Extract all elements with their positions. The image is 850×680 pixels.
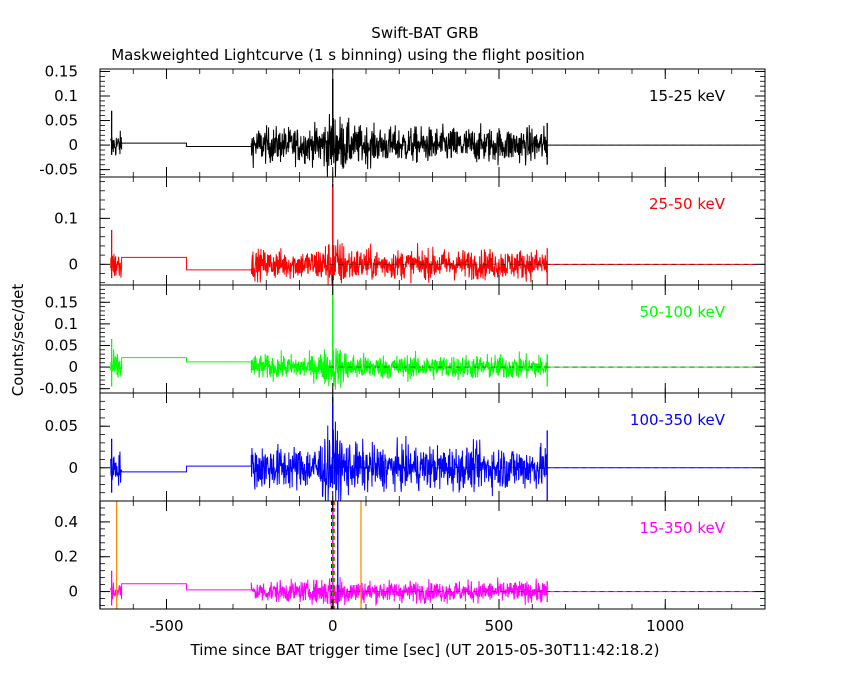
y-tick-label: 0.15 [45,62,78,80]
y-tick-label: -0.05 [39,380,78,398]
y-tick-label: 0 [68,136,78,154]
y-tick-label: 0.2 [54,548,78,566]
series-line [110,576,756,609]
panel-frame [99,284,766,394]
panel-50-100-kev: -0.05 0 0.05 0.1 0.15 50-100 keV [39,284,766,398]
y-tick-label: 0 [68,358,78,376]
series-line [110,239,756,286]
series-line [110,421,756,502]
panel-15-25-kev: -0.05 0 0.05 0.1 0.15 15-25 keV [39,62,766,179]
y-tick-label: 0.1 [54,87,78,105]
x-axis-label: Time since BAT trigger time [sec] (UT 20… [190,641,660,659]
y-axis-label: Counts/sec/det [9,284,27,397]
y-tick-label: 0 [68,459,78,477]
chart-subtitle: Maskweighted Lightcurve (1 s binning) us… [111,46,585,64]
y-tick-label: 0.05 [45,112,78,130]
y-tick-label: 0.05 [45,417,78,435]
panel-25-50-kev: 0 0.1 25-50 keV [54,176,766,286]
y-tick-label: 0.15 [45,293,78,311]
y-tick-label: 0.4 [54,513,78,531]
band-label: 100-350 keV [630,411,726,429]
y-tick-label: 0.05 [45,336,78,354]
x-tick-label: 0 [328,617,338,635]
y-tick-label: 0.1 [54,209,78,227]
band-label: 15-350 keV [639,519,725,537]
panels-group: -0.05 0 0.05 0.1 0.15 15-25 keV 0 0.1 25-50 keV -… [39,62,766,635]
y-tick-label: 0 [68,255,78,273]
panel-frame [99,392,766,502]
series-line [110,348,756,390]
x-tick-label: 500 [485,617,514,635]
band-label: 50-100 keV [639,303,725,321]
x-tick-label: -500 [149,617,183,635]
series-line [110,113,756,178]
panel-15-350-kev: 0 0.2 0.4 15-350 keV [54,500,766,610]
x-tick-label: 1000 [646,617,684,635]
panel-100-350-kev: 0 0.05 100-350 keV [45,392,766,502]
y-tick-label: 0.1 [54,315,78,333]
y-tick-label: 0 [68,583,78,601]
y-tick-label: -0.05 [39,161,78,179]
panel-frame [99,68,766,178]
band-label: 15-25 keV [649,87,726,105]
chart-title: Swift-BAT GRB [371,24,478,42]
band-label: 25-50 keV [649,195,726,213]
